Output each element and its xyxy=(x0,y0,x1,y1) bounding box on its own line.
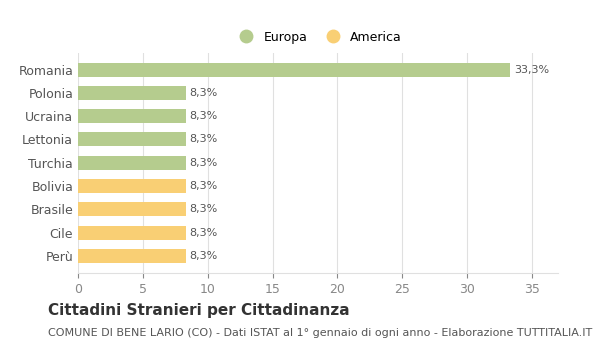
Text: 8,3%: 8,3% xyxy=(190,204,218,214)
Bar xyxy=(78,226,185,240)
Bar xyxy=(78,202,185,216)
Bar xyxy=(78,249,185,263)
Bar xyxy=(78,63,510,77)
Text: 8,3%: 8,3% xyxy=(190,158,218,168)
Bar xyxy=(78,132,185,146)
Bar xyxy=(78,156,185,170)
Bar xyxy=(78,179,185,193)
Text: 8,3%: 8,3% xyxy=(190,134,218,145)
Bar xyxy=(78,86,185,100)
Text: 8,3%: 8,3% xyxy=(190,111,218,121)
Text: 8,3%: 8,3% xyxy=(190,181,218,191)
Legend: Europa, America: Europa, America xyxy=(229,26,407,49)
Text: Cittadini Stranieri per Cittadinanza: Cittadini Stranieri per Cittadinanza xyxy=(48,303,350,318)
Text: 8,3%: 8,3% xyxy=(190,88,218,98)
Bar xyxy=(78,109,185,123)
Text: 33,3%: 33,3% xyxy=(514,64,549,75)
Text: COMUNE DI BENE LARIO (CO) - Dati ISTAT al 1° gennaio di ogni anno - Elaborazione: COMUNE DI BENE LARIO (CO) - Dati ISTAT a… xyxy=(48,328,592,338)
Text: 8,3%: 8,3% xyxy=(190,251,218,261)
Text: 8,3%: 8,3% xyxy=(190,228,218,238)
